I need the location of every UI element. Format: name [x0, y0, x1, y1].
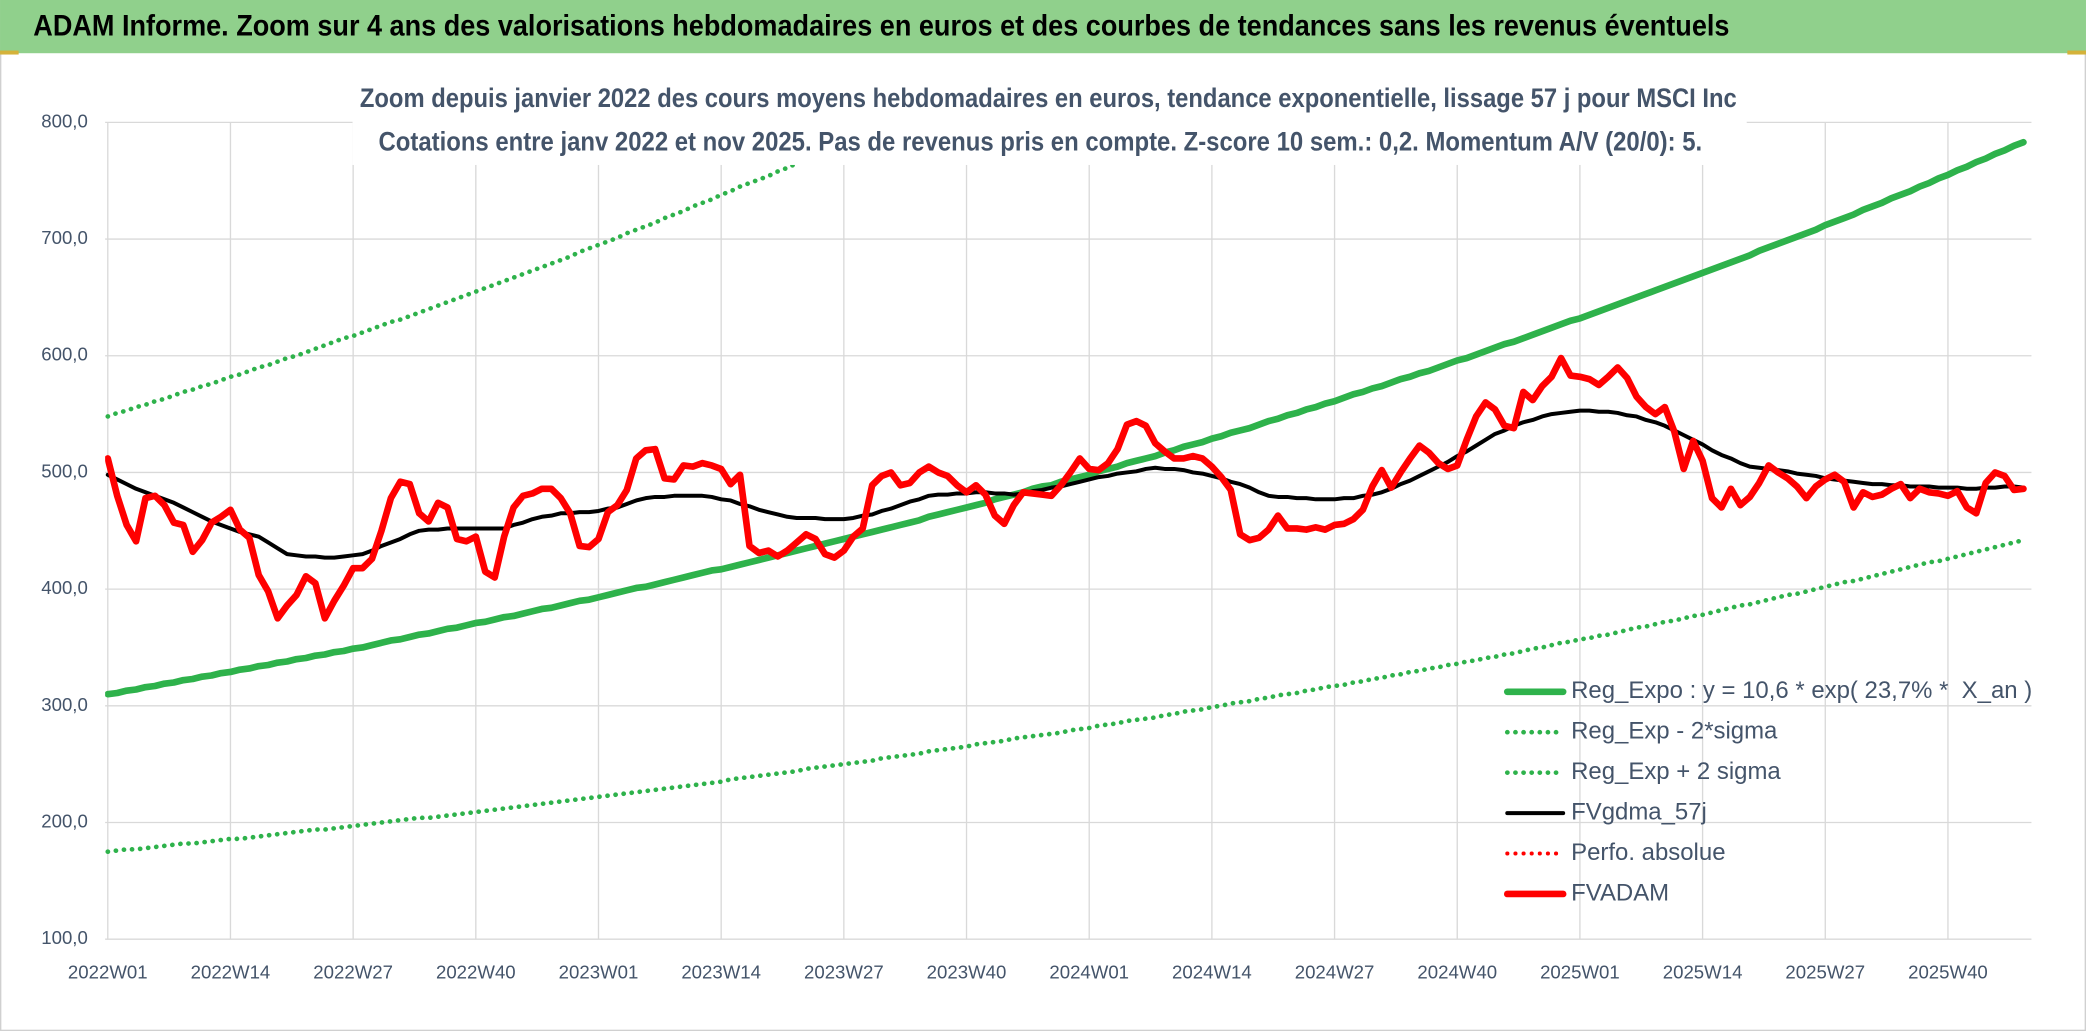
- x-tick-label: 2022W40: [436, 962, 516, 983]
- y-tick-label: 700,0: [41, 227, 88, 248]
- legend-label: Reg_Exp - 2*sigma: [1571, 718, 1778, 745]
- x-tick-label: 2025W40: [1908, 962, 1988, 983]
- y-tick-label: 600,0: [41, 344, 88, 365]
- legend-label: FVgdma_57j: [1571, 798, 1707, 825]
- x-tick-label: 2025W14: [1663, 962, 1743, 983]
- x-tick-label: 2022W14: [191, 962, 271, 983]
- series-line: [105, 354, 2027, 622]
- header-bar: [0, 0, 2086, 54]
- x-tick-label: 2023W27: [804, 962, 884, 983]
- chart-subtitle: Cotations entre janv 2022 et nov 2025. P…: [379, 127, 1703, 157]
- x-tick-label: 2023W40: [927, 962, 1007, 983]
- y-tick-label: 200,0: [41, 810, 88, 831]
- title-box: [352, 77, 1747, 165]
- x-tick-label: 2022W27: [313, 962, 393, 983]
- y-tick-label: 300,0: [41, 694, 88, 715]
- y-tick-label: 800,0: [41, 110, 88, 131]
- header-corner: [2067, 50, 2086, 55]
- legend-label: Reg_Exp + 2 sigma: [1571, 758, 1781, 785]
- y-tick-label: 500,0: [41, 460, 88, 481]
- x-tick-label: 2025W27: [1785, 962, 1865, 983]
- x-tick-label: 2023W01: [559, 962, 639, 983]
- series-line: [105, 408, 2026, 560]
- x-tick-label: 2024W14: [1172, 962, 1252, 983]
- header-title: ADAM Informe. Zoom sur 4 ans des valoris…: [33, 11, 1729, 43]
- y-tick-label: 400,0: [41, 577, 88, 598]
- legend-label: FVADAM: [1571, 879, 1669, 906]
- legend-label: Reg_Expo : y = 10,6 * exp( 23,7% * X_an …: [1571, 677, 2032, 704]
- legend: Reg_Expo : y = 10,6 * exp( 23,7% * X_an …: [1503, 677, 2032, 906]
- x-tick-label: 2025W01: [1540, 962, 1620, 983]
- x-tick-label: 2024W01: [1049, 962, 1129, 983]
- legend-label: Perfo. absolue: [1571, 839, 1725, 866]
- header-corner: [0, 50, 19, 55]
- y-tick-label: 100,0: [41, 927, 88, 948]
- x-tick-label: 2023W14: [681, 962, 761, 983]
- plot-area: 100,0 200,0 300,0 400,0 500,0 600,0 700,0 800,0…: [41, 110, 2032, 983]
- x-tick-label: 2024W40: [1417, 962, 1497, 983]
- x-tick-label: 2022W01: [68, 962, 148, 983]
- x-tick-label: 2024W27: [1295, 962, 1375, 983]
- chart-title: Zoom depuis janvier 2022 des cours moyen…: [360, 83, 1737, 113]
- series-line: [105, 537, 2026, 855]
